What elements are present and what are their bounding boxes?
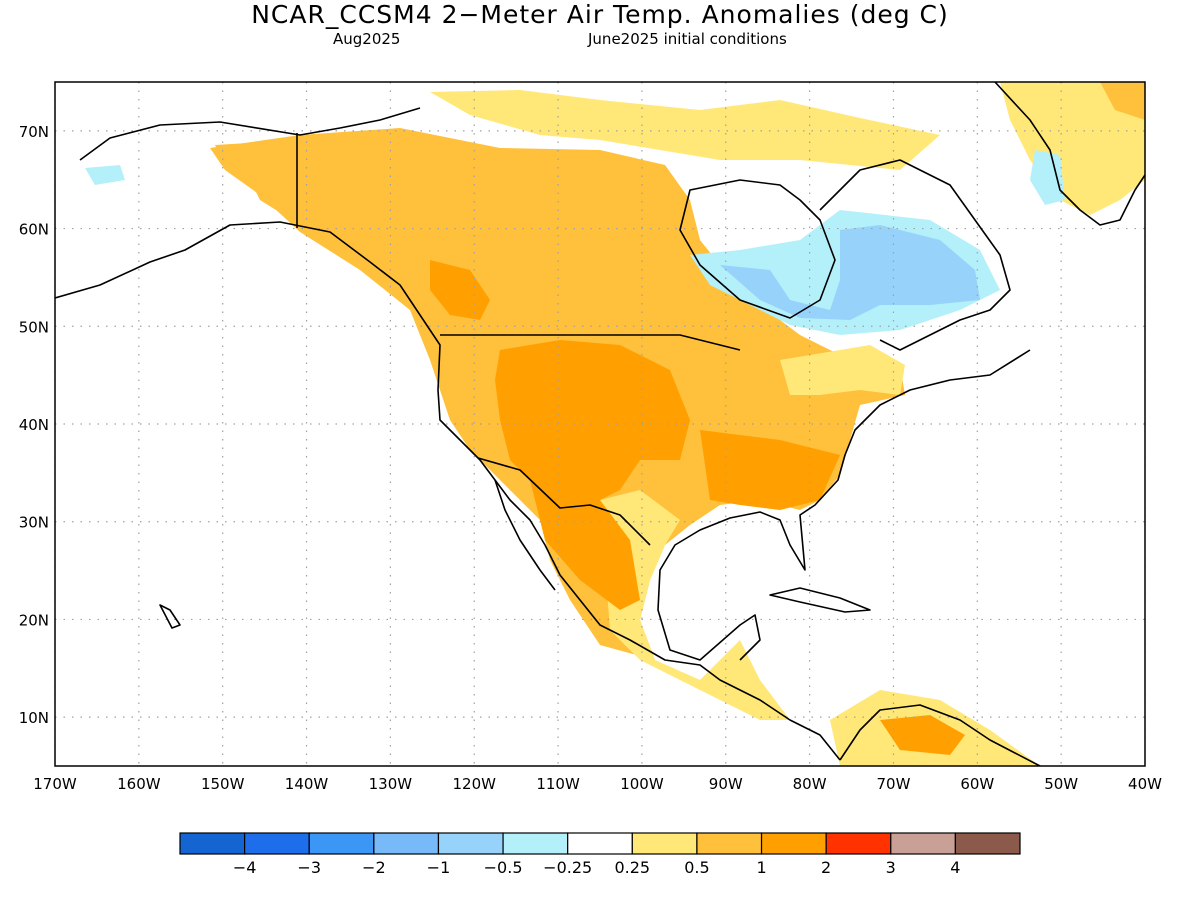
coastline-atlantic [657, 349, 1031, 661]
valid-month-label: Aug2025 [333, 30, 401, 48]
lon-tick-label: 120W [452, 775, 496, 793]
coastline-labrador [819, 159, 1011, 351]
lon-tick-label: 70W [877, 775, 911, 793]
lon-tick-label: 40W [1128, 775, 1162, 793]
coastline-cuba [769, 587, 871, 613]
anomaly-region-rockies-core [495, 340, 690, 500]
colorbar-tick-label: −3 [297, 858, 321, 877]
coastlines [55, 82, 1145, 766]
coastline-baja [494, 479, 556, 591]
lon-tick-label: 110W [536, 775, 580, 793]
border-us-mexico [477, 457, 651, 546]
colorbar-tick-label: 0.5 [684, 858, 709, 877]
lat-tick-label: 10N [19, 709, 49, 727]
anomaly-region-venezuela-core [880, 715, 965, 755]
colorbar-tick-label: 4 [950, 858, 960, 877]
colorbar-swatch [373, 832, 440, 855]
coastline-south-america [839, 704, 1041, 766]
colorbar-swatch [567, 832, 633, 855]
lon-tick-label: 150W [201, 775, 245, 793]
colorbar-tick-label: 0.25 [614, 858, 650, 877]
colorbar-tick-label: −0.5 [484, 858, 523, 877]
lat-tick-label: 50N [19, 318, 49, 336]
lon-tick-label: 170W [33, 775, 77, 793]
colorbar-tick-label: −2 [362, 858, 386, 877]
colorbar-tick-label: 2 [821, 858, 831, 877]
lon-tick-label: 100W [620, 775, 664, 793]
anomaly-region-quebec-cold [720, 225, 980, 320]
lat-tick-label: 20N [19, 611, 49, 629]
border-us-canada [440, 334, 741, 351]
anomaly-region-northeast-coast [780, 345, 905, 395]
colorbar-swatch [244, 832, 310, 855]
colorbar-swatch [179, 832, 246, 855]
anomaly-region-greenland-warm [1100, 82, 1145, 120]
anomaly-region-bering-cool [85, 165, 125, 185]
anomaly-region-bc-core [430, 260, 490, 320]
coastline-hawaii [159, 604, 181, 629]
anomaly-region-southeast-core [700, 430, 840, 510]
colorbar-swatch [890, 832, 956, 855]
lat-tick-label: 40N [19, 416, 49, 434]
colorbar-swatch [308, 832, 375, 855]
anomaly-region-alaska [215, 140, 300, 225]
lon-tick-label: 60W [960, 775, 994, 793]
initial-conditions-label: June2025 initial conditions [588, 30, 787, 48]
colorbar-tick-label: −1 [427, 858, 451, 877]
coastline-alaska-north [79, 107, 421, 161]
colorbar-swatch [760, 832, 827, 855]
lon-tick-label: 140W [285, 775, 329, 793]
colorbar-tick-label: −0.25 [543, 858, 592, 877]
colorbar-swatch [696, 832, 763, 855]
latitude-labels: 70N 60N 50N 40N 30N 20N 10N [19, 123, 49, 727]
chart-title: NCAR_CCSM4 2−Meter Air Temp. Anomalies (… [251, 0, 949, 29]
lon-tick-label: 160W [117, 775, 161, 793]
colorbar-swatch [502, 832, 569, 855]
lon-tick-label: 130W [369, 775, 413, 793]
lat-tick-label: 60N [19, 221, 49, 239]
anomaly-shading [85, 82, 1145, 766]
graticule [55, 82, 1145, 766]
lon-tick-label: 50W [1044, 775, 1078, 793]
anomaly-region-sw-mexico-core [530, 480, 640, 610]
coastline-pacific [55, 221, 841, 761]
colorbar-swatch [437, 832, 504, 855]
colorbar-labels: −4 −3 −2 −1 −0.5 −0.25 0.25 0.5 1 2 3 4 [233, 858, 961, 877]
anomaly-region-greenland-cool [1030, 150, 1065, 205]
coastline-hudson-bay [679, 179, 836, 319]
colorbar-swatch [825, 832, 892, 855]
map-frame [54, 81, 1146, 767]
anomaly-region-arctic-islands [430, 90, 940, 170]
coastline-greenland [994, 82, 1145, 226]
colorbar-tick-label: 3 [886, 858, 896, 877]
colorbar [179, 832, 1021, 855]
longitude-labels: 170W 160W 150W 140W 130W 120W 110W 100W 90W 80W 70… [33, 775, 1162, 793]
colorbar-tick-label: −4 [233, 858, 257, 877]
lon-tick-label: 80W [793, 775, 827, 793]
colorbar-swatch [954, 832, 1021, 855]
lon-tick-label: 90W [709, 775, 743, 793]
anomaly-region-greenland [1000, 82, 1145, 215]
colorbar-swatch [631, 832, 698, 855]
lat-tick-label: 30N [19, 514, 49, 532]
anomaly-region-gulf-coast [600, 490, 790, 720]
colorbar-tick-label: 1 [756, 858, 766, 877]
lat-tick-label: 70N [19, 123, 49, 141]
